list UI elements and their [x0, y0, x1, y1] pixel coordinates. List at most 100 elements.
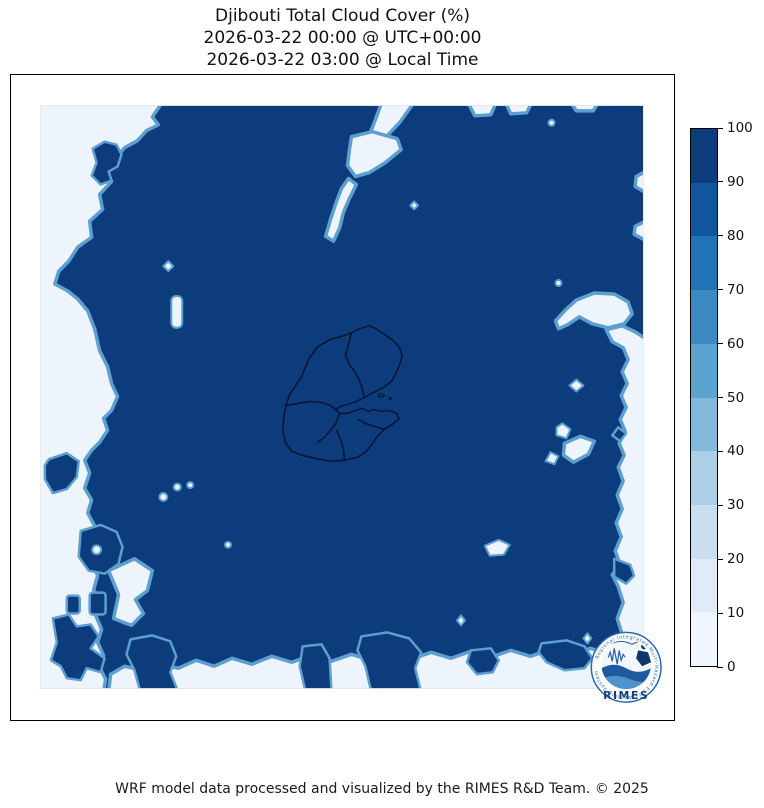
- colorbar-segment: [691, 182, 717, 237]
- colorbar-segment: [691, 558, 717, 613]
- colorbar-tick: 30: [717, 497, 744, 513]
- high-cloud-blob: [90, 140, 123, 186]
- tick-mark: [717, 127, 723, 129]
- colorbar-segment: [691, 612, 717, 667]
- low-cloud-speck: [91, 544, 103, 556]
- tick-label: 50: [727, 389, 745, 406]
- colorbar-tick: 50: [717, 390, 744, 406]
- tick-label: 0: [727, 659, 736, 675]
- logo-wordmark: RIMES: [603, 689, 649, 702]
- right-edge-notch: [632, 220, 644, 242]
- low-cloud-speck: [172, 482, 182, 492]
- low-cloud-speck: [170, 294, 184, 329]
- low-cloud-speck: [186, 481, 195, 490]
- figure-title: Djibouti Total Cloud Cover (%): [215, 6, 470, 26]
- low-cloud-speck: [224, 540, 233, 549]
- low-cloud-speck: [158, 492, 169, 503]
- island: [388, 397, 392, 400]
- colorbar-tick: 10: [717, 605, 744, 621]
- high-cloud-blob: [356, 631, 423, 689]
- tick-mark: [717, 289, 723, 291]
- tick-mark: [717, 397, 723, 398]
- tick-label: 70: [727, 281, 745, 298]
- colorbar-segment: [691, 397, 717, 452]
- high-cloud-blob: [88, 591, 107, 616]
- high-cloud-blob: [65, 594, 81, 615]
- right-edge-notch: [633, 170, 644, 194]
- colorbar-ticks: 100 90 80 70 60 50 40 30 20 10 0: [717, 120, 763, 675]
- tick-label: 60: [727, 335, 745, 352]
- country-outline: [282, 325, 403, 462]
- map-frame: Regional Integrated Multi-Hazard Early W…: [10, 74, 675, 721]
- tick-mark: [717, 181, 723, 183]
- region-border: [335, 429, 346, 461]
- colorbar-segment: [691, 236, 717, 291]
- region-border: [316, 412, 341, 444]
- island: [377, 393, 385, 398]
- tick-label: 80: [727, 227, 745, 244]
- region-border: [285, 400, 337, 411]
- high-cloud-blobs: [43, 140, 636, 689]
- tick-label: 10: [727, 605, 745, 622]
- high-cloud-blob: [610, 426, 628, 443]
- low-cloud-speck: [568, 378, 585, 393]
- low-cloud-west-wedge: [106, 557, 155, 628]
- colorbar-tick: 0: [717, 659, 736, 675]
- tick-label: 90: [727, 173, 745, 190]
- tick-mark: [717, 343, 723, 345]
- tick-mark: [717, 666, 723, 668]
- tick-mark: [717, 612, 723, 614]
- tick-mark: [717, 504, 723, 506]
- low-cloud-speck: [162, 260, 175, 273]
- low-cloud-streak-tail: [323, 176, 359, 243]
- tick-label: 20: [727, 551, 745, 568]
- footer-credit: WRF model data processed and visualized …: [115, 781, 649, 797]
- figure-title-block: Djibouti Total Cloud Cover (%) 2026-03-2…: [10, 5, 675, 71]
- low-cloud-speck: [455, 614, 466, 627]
- figure-subtitle-utc: 2026-03-22 00:00 @ UTC+00:00: [203, 28, 482, 48]
- high-cloud-blob: [43, 451, 80, 495]
- logo-seismogram-icon: [607, 648, 626, 665]
- colorbar-tick: 80: [717, 228, 744, 244]
- high-cloud-blob: [612, 557, 636, 585]
- tick-label: 100: [727, 120, 753, 136]
- region-border: [344, 332, 366, 399]
- figure-subtitle-local: 2026-03-22 03:00 @ Local Time: [206, 50, 479, 70]
- tick-mark: [717, 235, 723, 237]
- tick-label: 40: [727, 443, 745, 460]
- top-edge-notch: [570, 105, 599, 113]
- low-cloud-east-lobe: [553, 291, 634, 331]
- djibouti-admin-boundaries: [282, 325, 403, 462]
- high-cloud-blob: [298, 643, 333, 689]
- low-cloud-east-tail: [561, 434, 597, 464]
- colorbar-tick: 90: [717, 174, 744, 190]
- low-cloud-speck: [483, 538, 511, 557]
- tick-mark: [717, 558, 723, 560]
- colorbar-tick: 60: [717, 336, 744, 352]
- tick-label: 30: [727, 497, 745, 514]
- cloud-cover-map: Regional Integrated Multi-Hazard Early W…: [11, 75, 673, 719]
- colorbar-segment: [691, 290, 717, 344]
- high-cloud-blob: [465, 647, 501, 676]
- low-cloud-speck: [554, 279, 563, 288]
- high-cloud-blob: [125, 634, 179, 689]
- colorbar-segment: [691, 451, 717, 505]
- logo-drummer-figure: [636, 650, 652, 667]
- high-cloud-blob: [537, 639, 594, 672]
- colorbar-segment: [691, 343, 717, 398]
- low-cloud-speck: [547, 118, 556, 127]
- low-cloud-speck: [555, 422, 572, 440]
- low-cloud-streak-mid: [345, 129, 403, 179]
- colorbar-segment: [691, 504, 717, 559]
- rimes-logo: Regional Integrated Multi-Hazard Early W…: [590, 631, 662, 703]
- colorbar-segment: [691, 129, 717, 183]
- low-cloud-speck: [544, 451, 560, 466]
- colorbar-tick: 40: [717, 443, 744, 459]
- top-edge-notch: [505, 105, 533, 116]
- top-edge-notch: [467, 105, 497, 118]
- colorbar-tick: 70: [717, 282, 744, 298]
- colorbar: [690, 128, 718, 667]
- high-cloud-blob: [49, 613, 106, 682]
- colorbar-tick: 20: [717, 551, 744, 567]
